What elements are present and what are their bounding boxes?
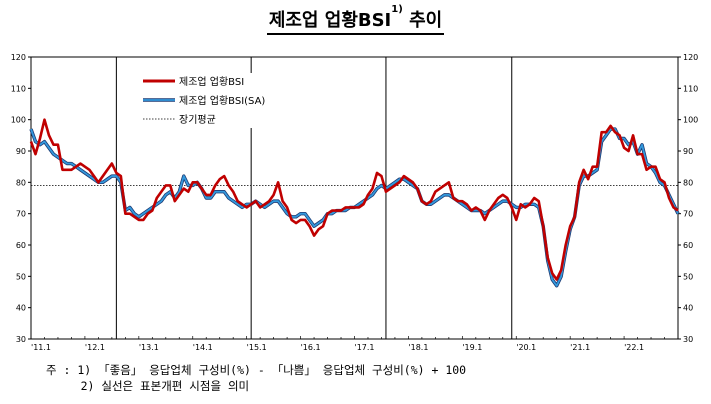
x-tick-label: '11.1 [31,343,51,352]
y-tick-label-right: 90 [683,147,693,156]
legend-label-sa: 제조업 업황BSI(SA) [179,94,265,107]
chart-title-underline: 제조업 업황BSI1) 추이 [266,4,445,35]
y-tick-label-left: 120 [11,53,26,62]
footnote-1: 주 : 1) 「좋음」 응답업체 구성비(%) - 「나쁨」 응답업체 구성비(… [46,363,467,377]
y-tick-label-right: 120 [683,53,698,62]
y-tick-label-right: 100 [683,116,698,125]
y-tick-label-left: 40 [16,304,26,313]
x-tick-label: '17.1 [355,343,375,352]
x-axis: '11.1 '12.1 '13.1 '14.1 '15.1 '16.1 '17.1 '18.1… [30,336,679,352]
series-bsi [29,118,679,281]
x-tick-label: '14.1 [193,343,213,352]
x-tick-label: '16.1 [301,343,321,352]
y-axis-left: 120 110 100 90 80 70 60 50 40 30 [11,53,31,344]
plot-frame [30,56,679,340]
y-tick-label-right: 50 [683,272,693,281]
x-tick-label: '22.1 [624,343,644,352]
y-tick-label-right: 110 [683,84,698,93]
legend: 제조업 업황BSI 제조업 업황BSI(SA) 장기평균 [137,73,297,128]
chart-title-main: 제조업 업황BSI [268,10,392,31]
y-tick-label-left: 80 [16,178,26,187]
chart-title: 제조업 업황BSI1) 추이 [0,4,711,35]
y-axis-right: 120 110 100 90 80 70 60 50 40 30 [678,53,698,344]
line-chart: 120 110 100 90 80 70 60 50 40 30 120 110 100 90 80 70 6… [11,53,699,352]
y-tick-label-left: 90 [16,147,26,156]
x-tick-label: '21.1 [570,343,590,352]
x-tick-label: '15.1 [247,343,267,352]
footnotes: 주 : 1) 「좋음」 응답업체 구성비(%) - 「나쁨」 응답업체 구성비(… [46,362,466,394]
y-tick-label-right: 60 [683,241,693,250]
y-tick-label-left: 50 [16,272,26,281]
y-tick-label-left: 60 [16,241,26,250]
footnote-2: 2) 실선은 표본개편 시점을 의미 [46,379,250,393]
y-tick-label-left: 100 [11,116,26,125]
y-tick-label-right: 30 [683,335,693,344]
x-tick-label: '18.1 [408,343,428,352]
legend-label-average: 장기평균 [179,114,216,126]
x-tick-label: '13.1 [139,343,159,352]
y-tick-label-left: 30 [16,335,26,344]
y-tick-label-right: 80 [683,178,693,187]
y-tick-label-right: 70 [683,210,693,219]
sample-revision-lines [115,57,513,339]
x-tick-label: '20.1 [516,343,536,352]
chart-title-superscript: 1) [391,4,403,15]
x-tick-label: '12.1 [85,343,105,352]
legend-label-bsi: 제조업 업황BSI [179,75,244,88]
series-layer [29,118,680,288]
y-tick-label-left: 70 [16,210,26,219]
x-tick-label: '19.1 [462,343,482,352]
chart-title-suffix: 추이 [402,10,443,31]
y-tick-label-left: 110 [11,84,26,93]
y-tick-label-right: 40 [683,304,693,313]
